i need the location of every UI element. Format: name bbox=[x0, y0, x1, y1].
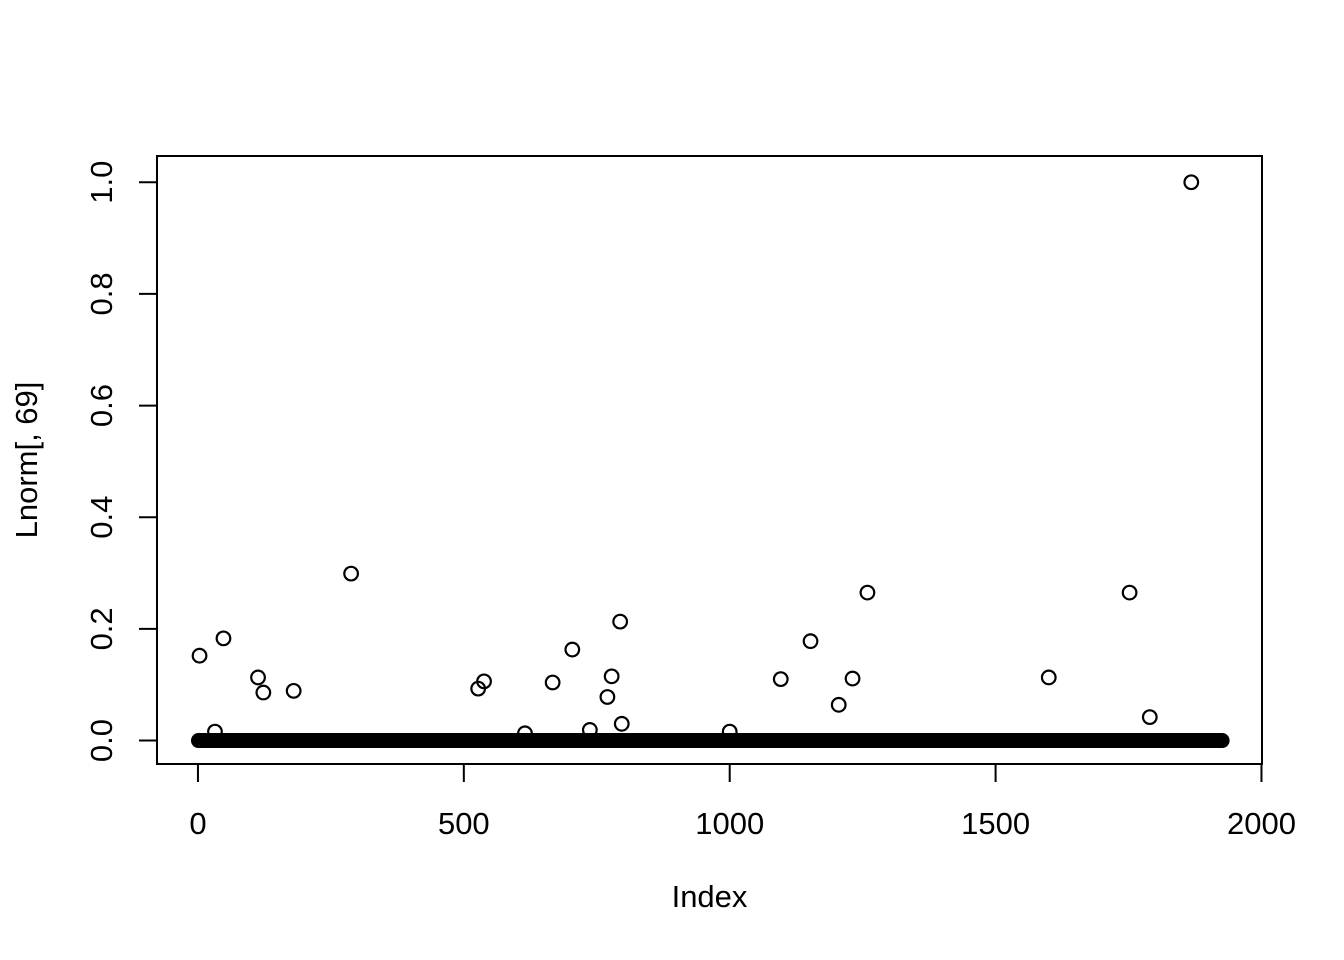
x-tick-label: 0 bbox=[189, 806, 206, 841]
data-point bbox=[517, 725, 533, 742]
data-point bbox=[599, 689, 616, 705]
x-tick-label: 1500 bbox=[961, 806, 1030, 841]
data-point bbox=[844, 670, 861, 687]
data-point bbox=[613, 715, 630, 732]
data-point bbox=[544, 674, 561, 691]
data-point bbox=[564, 641, 581, 658]
data-point bbox=[1040, 669, 1057, 686]
y-tick-label: 0.6 bbox=[84, 384, 119, 427]
data-point bbox=[215, 630, 232, 647]
data-point bbox=[721, 723, 738, 740]
data-point bbox=[285, 682, 302, 699]
data-point bbox=[250, 669, 266, 686]
y-tick-label: 0.2 bbox=[84, 607, 119, 650]
plot-box bbox=[156, 155, 1263, 765]
data-point bbox=[802, 633, 819, 650]
x-tick-label: 500 bbox=[438, 806, 490, 841]
data-point bbox=[772, 671, 789, 688]
data-point bbox=[476, 673, 492, 690]
y-tick-label: 0.4 bbox=[84, 496, 119, 539]
y-tick-label: 0.8 bbox=[84, 272, 119, 315]
data-point bbox=[343, 565, 359, 582]
x-tick-label: 1000 bbox=[695, 806, 764, 841]
data-point bbox=[859, 584, 876, 601]
x-axis-label: Index bbox=[672, 879, 748, 914]
data-point bbox=[830, 696, 847, 713]
y-tick-label: 0.0 bbox=[84, 719, 119, 762]
y-axis-label: Lnorm[, 69] bbox=[9, 382, 44, 539]
data-point bbox=[1141, 709, 1158, 726]
data-point bbox=[255, 684, 272, 701]
data-point bbox=[191, 647, 208, 664]
data-point bbox=[581, 722, 598, 738]
data-point bbox=[612, 613, 629, 630]
data-point bbox=[1121, 584, 1138, 601]
x-tick-label: 2000 bbox=[1227, 806, 1296, 841]
data-point bbox=[603, 668, 620, 685]
data-point bbox=[207, 723, 223, 740]
y-tick-label: 1.0 bbox=[84, 161, 119, 204]
data-point bbox=[1183, 174, 1200, 191]
